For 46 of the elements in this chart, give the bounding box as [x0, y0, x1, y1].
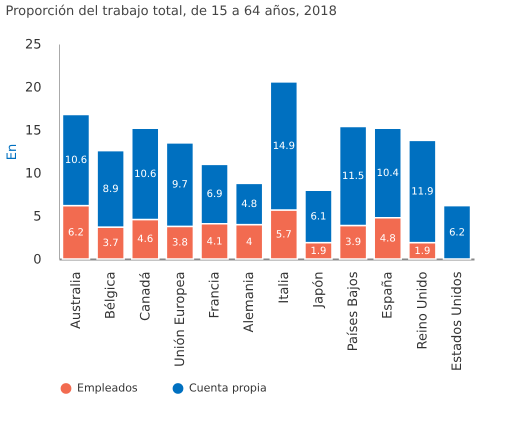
data-label: 11.9 — [411, 186, 434, 198]
data-label: 4 — [246, 236, 252, 248]
data-label: 4.1 — [206, 236, 222, 248]
legend-label: Cuenta propia — [189, 381, 267, 394]
data-label: 6.2 — [68, 227, 84, 238]
data-label: 4.8 — [380, 233, 396, 244]
data-label: 3.9 — [345, 237, 362, 248]
data-label: 4.6 — [137, 234, 154, 246]
chart-title: Proporción del trabajo total, de 15 a 64 años, 2018 — [5, 4, 337, 19]
data-label: 3.8 — [172, 238, 188, 249]
x-tick-label: Bélgica — [104, 272, 119, 320]
y-tick-label: 5 — [33, 210, 42, 224]
x-tick-label: Japón — [311, 272, 326, 309]
data-label: 10.6 — [134, 168, 156, 180]
data-label: 8.9 — [102, 184, 119, 195]
data-label: 6.2 — [449, 227, 465, 238]
x-tick-label: Estados Unidos — [450, 271, 466, 372]
data-label: 4.8 — [241, 198, 258, 210]
x-tick-label: Unión Europea — [172, 272, 188, 367]
data-label: 14.9 — [272, 140, 295, 152]
y-tick-label: 10 — [24, 166, 42, 182]
y-tick-label: 25 — [24, 38, 42, 52]
data-label: 5.7 — [276, 229, 292, 240]
y-tick-label: 15 — [24, 124, 42, 138]
data-label: 6.1 — [310, 211, 326, 222]
x-tick-label: Australia — [68, 272, 84, 330]
x-tick-label: Italia — [276, 272, 292, 304]
x-tick-label: Francia — [208, 272, 223, 318]
x-tick-label: Países Bajos — [346, 271, 362, 352]
data-label: 11.5 — [342, 171, 364, 182]
y-axis-title: En — [4, 144, 20, 160]
data-label: 10.6 — [64, 155, 88, 166]
data-label: 1.9 — [414, 246, 430, 257]
x-tick-label: Canadá — [138, 272, 154, 321]
y-tick-label: 0 — [33, 252, 42, 268]
x-tick-label: Alemania — [242, 272, 258, 332]
data-label: 10.4 — [376, 168, 399, 179]
x-tick-label: España — [380, 272, 396, 319]
data-label: 1.9 — [310, 246, 326, 257]
data-label: 9.7 — [172, 180, 188, 191]
x-tick-label: Reino Unido — [415, 271, 430, 350]
y-tick-label: 20 — [24, 80, 42, 96]
data-label: 3.7 — [102, 238, 119, 250]
data-label: 6.9 — [206, 189, 222, 200]
bar — [442, 204, 472, 260]
legend-label: Empleados — [77, 381, 138, 394]
